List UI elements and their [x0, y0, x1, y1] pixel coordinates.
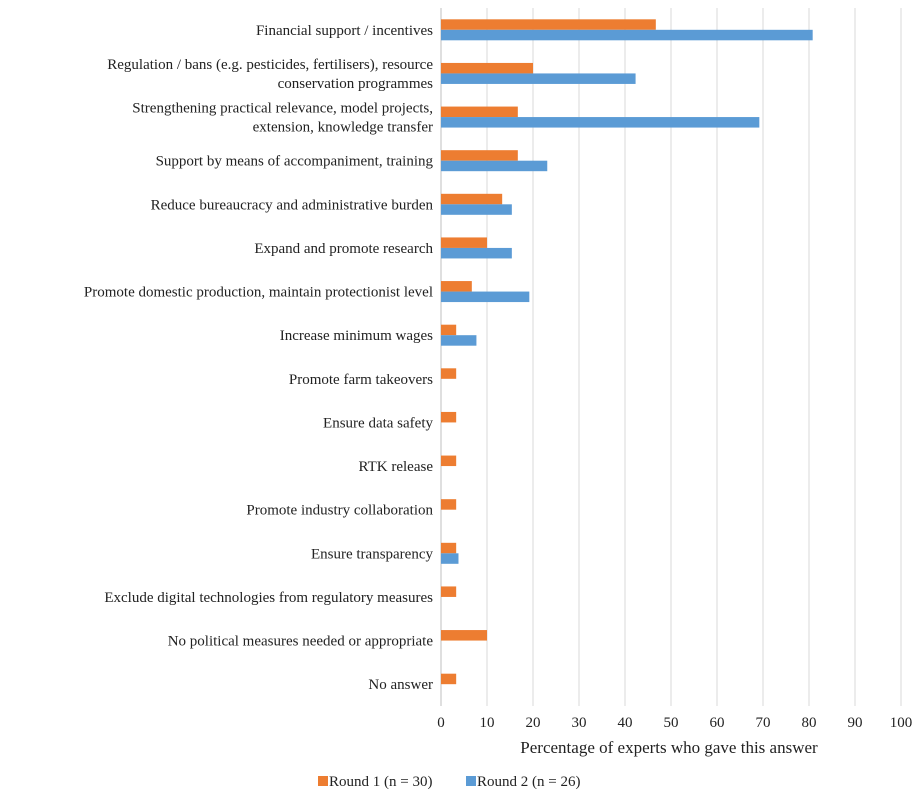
bar-round2	[441, 335, 477, 346]
bar-round1	[441, 455, 457, 467]
category-label: Support by means of accompaniment, train…	[156, 154, 434, 170]
bar-round2	[441, 160, 548, 172]
bar-round1	[441, 106, 518, 118]
legend-label-round1: Round 1 (n = 30)	[329, 774, 432, 790]
bar-round1	[441, 281, 472, 292]
bar-round1	[441, 630, 487, 641]
category-label: Exclude digital technologies from regula…	[104, 590, 433, 606]
bar-round1	[441, 586, 457, 597]
x-tick-label: 0	[437, 715, 445, 731]
bar-round1	[441, 324, 457, 336]
x-tick-label: 60	[710, 715, 725, 731]
legend: Round 1 (n = 30) Round 2 (n = 26)	[318, 774, 580, 790]
category-label: No political measures needed or appropri…	[168, 634, 434, 650]
category-label: RTK release	[359, 459, 434, 475]
bar-round1	[441, 411, 457, 423]
x-tick-label: 50	[664, 715, 679, 731]
bar-round2	[441, 29, 813, 41]
x-tick-label: 80	[802, 715, 817, 731]
bar-round2	[441, 73, 636, 84]
category-label: Promote domestic production, maintain pr…	[84, 285, 433, 301]
bar-round1	[441, 499, 457, 510]
category-label: Regulation / bans (e.g. pesticides, fert…	[107, 57, 433, 92]
bar-round2	[441, 117, 760, 128]
category-label: Ensure data safety	[323, 415, 433, 431]
category-label: Reduce bureaucracy and administrative bu…	[151, 197, 434, 213]
x-tick-label: 100	[890, 715, 913, 731]
bars	[441, 19, 813, 685]
category-label: Promote farm takeovers	[289, 372, 433, 388]
bar-round1	[441, 673, 457, 685]
bar-round1	[441, 62, 533, 74]
category-label: Increase minimum wages	[280, 328, 433, 344]
category-label: Financial support / incentives	[256, 23, 433, 39]
x-tick-label: 40	[618, 715, 633, 731]
bar-round2	[441, 247, 512, 259]
legend-swatch-round2	[466, 776, 476, 786]
bar-round2	[441, 204, 512, 215]
bar-round1	[441, 150, 518, 161]
category-label: No answer	[368, 677, 433, 693]
category-label: Ensure transparency	[311, 546, 434, 562]
bar-round1	[441, 368, 457, 379]
x-tick-labels: 0 10 20 30 40 50 60 70 80 90 100	[437, 715, 912, 731]
legend-swatch-round1	[318, 776, 328, 786]
category-label: Expand and promote research	[254, 241, 433, 257]
category-label: Promote industry collaboration	[246, 503, 433, 519]
x-tick-label: 70	[756, 715, 771, 731]
x-tick-label: 90	[848, 715, 863, 731]
category-label: Strengthening practical relevance, model…	[132, 101, 433, 136]
x-axis-title: Percentage of experts who gave this answ…	[520, 738, 818, 757]
x-tick-label: 10	[480, 715, 495, 731]
legend-label-round2: Round 2 (n = 26)	[477, 774, 580, 790]
x-tick-label: 30	[572, 715, 587, 731]
bar-round1	[441, 193, 503, 205]
x-tick-label: 20	[526, 715, 541, 731]
bar-round1	[441, 542, 457, 554]
bar-round2	[441, 291, 530, 303]
bar-round2	[441, 553, 459, 564]
bar-round1	[441, 237, 487, 248]
category-labels: Financial support / incentives Regulation…	[84, 23, 434, 693]
bar-round1	[441, 19, 656, 30]
